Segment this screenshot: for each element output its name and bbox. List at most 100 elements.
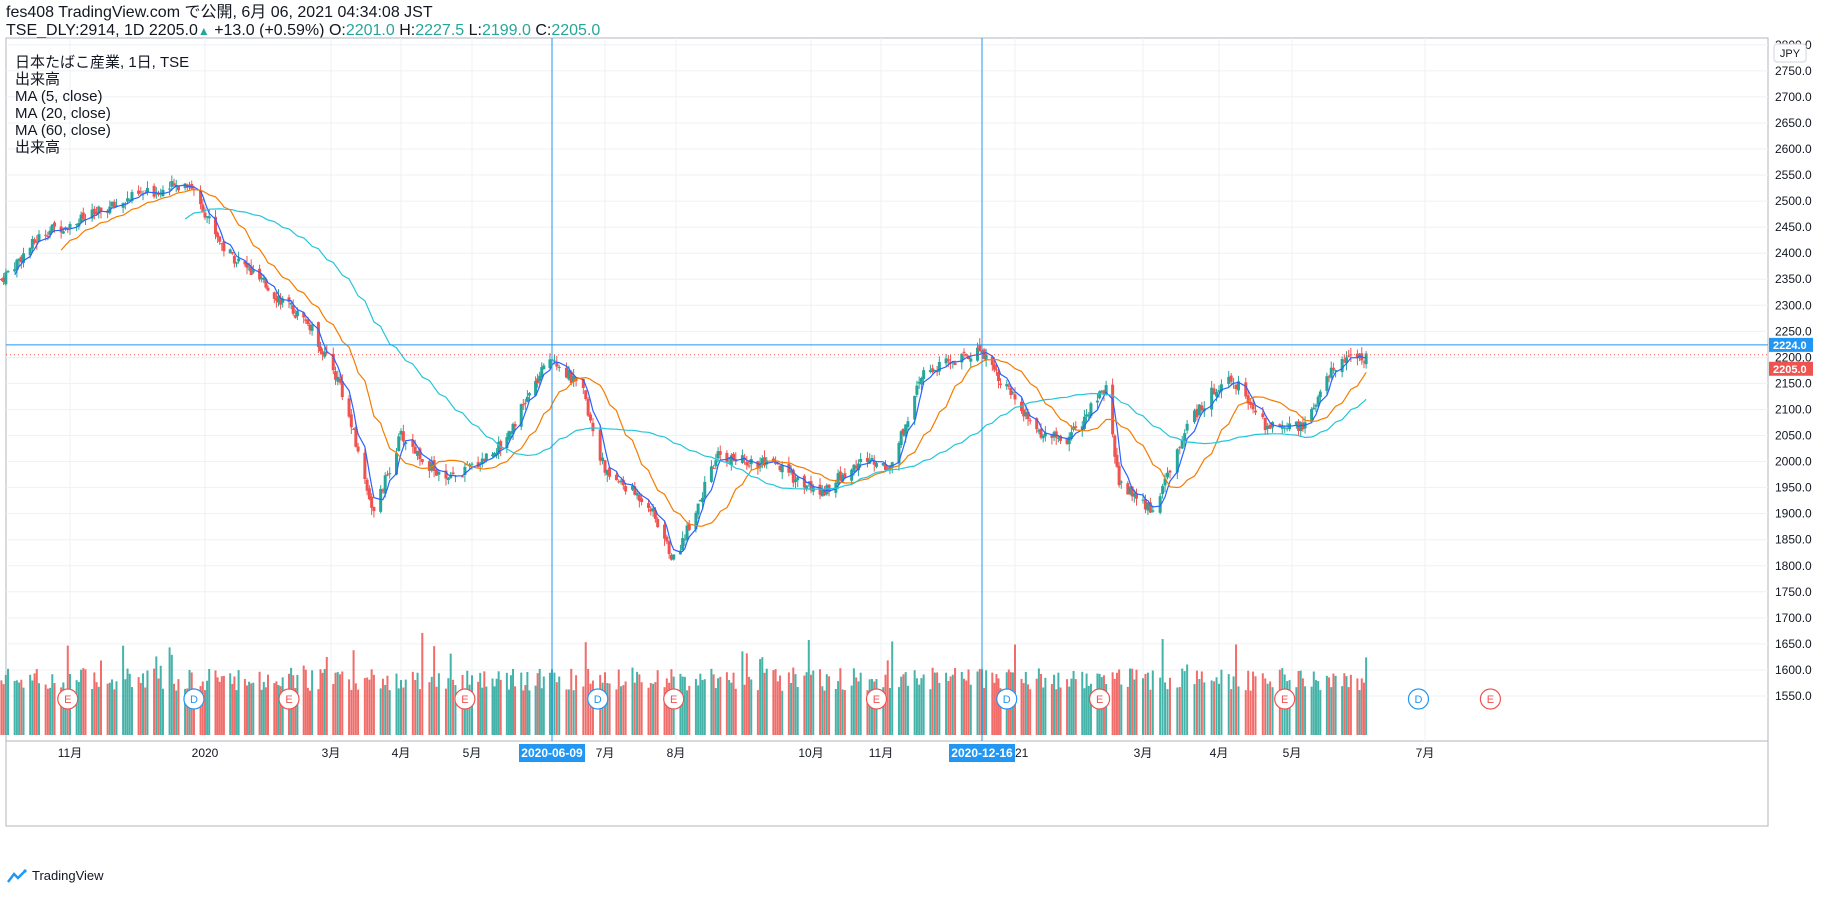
y-tick-label: 2750.0 — [1775, 64, 1812, 78]
candle-body — [1056, 437, 1060, 439]
currency-badge[interactable]: JPY — [1773, 43, 1807, 63]
earnings-marker[interactable]: E — [57, 688, 79, 710]
volume-bar — [395, 673, 398, 735]
earnings-marker[interactable]: E — [1089, 688, 1111, 710]
candle-body — [130, 192, 134, 202]
candle-body — [572, 375, 576, 382]
legend-symbol[interactable]: 日本たばこ産業, 1日, TSE — [15, 54, 190, 71]
volume-bar — [608, 683, 611, 735]
candle-body — [1234, 384, 1238, 390]
volume-bar — [1168, 677, 1171, 735]
volume-bar — [1203, 682, 1206, 735]
volume-bar — [852, 668, 855, 735]
candle-body — [1314, 404, 1318, 407]
earnings-marker[interactable]: E — [454, 688, 476, 710]
volume-bar — [763, 672, 766, 735]
legend-ma20[interactable]: MA (20, close) — [15, 105, 111, 122]
candle-body — [999, 383, 1003, 385]
candle-body — [584, 390, 588, 400]
svg-text:E: E — [461, 694, 468, 706]
earnings-marker[interactable]: E — [663, 688, 685, 710]
candle-body — [112, 201, 116, 208]
svg-text:E: E — [64, 694, 71, 706]
volume-bar — [787, 672, 790, 735]
volume-bar — [1083, 688, 1086, 735]
candle-body — [44, 234, 48, 236]
earnings-marker[interactable]: E — [1479, 688, 1502, 710]
volume-bar — [1218, 683, 1220, 735]
volume-bar — [938, 682, 941, 735]
candle-body — [446, 477, 450, 481]
candle-body — [854, 465, 858, 469]
candle-body — [555, 362, 559, 367]
candle-body — [951, 362, 955, 364]
volume-bar — [772, 670, 775, 735]
candle-body — [789, 470, 793, 473]
candle-body — [340, 381, 344, 398]
volume-bar — [430, 676, 433, 735]
y-tick-label: 2500.0 — [1775, 194, 1812, 208]
candle-body — [685, 525, 689, 540]
earnings-marker[interactable]: E — [278, 688, 300, 710]
volume-bar — [1325, 675, 1328, 735]
volume-bar — [1317, 681, 1320, 735]
volume-bar — [819, 669, 822, 735]
legend-volume[interactable]: 出来高 — [15, 71, 61, 88]
volume-bar — [997, 678, 1000, 735]
volume-bar — [701, 680, 704, 735]
volume-bar — [1244, 690, 1247, 735]
candle-body — [1342, 360, 1346, 362]
earnings-marker[interactable]: E — [1274, 688, 1296, 710]
candle-body — [385, 474, 389, 476]
volume-bar — [756, 690, 759, 735]
candle-body — [651, 508, 655, 512]
volume-bar — [567, 689, 570, 735]
candle-body — [1280, 425, 1284, 429]
legend-ma60[interactable]: MA (60, close) — [15, 122, 111, 139]
candle-body — [484, 453, 488, 461]
candle-body — [1100, 390, 1104, 392]
tradingview-logo[interactable]: TradingView — [6, 868, 104, 883]
dividend-marker[interactable]: D — [587, 688, 609, 710]
volume-bar — [514, 686, 517, 735]
candle-body — [95, 212, 99, 215]
candle-body — [1364, 353, 1368, 365]
volume-bar — [201, 681, 204, 735]
dividend-marker[interactable]: D — [1407, 688, 1430, 710]
legend-volume-2[interactable]: 出来高 — [15, 139, 61, 156]
volume-bar — [965, 680, 968, 735]
dividend-marker[interactable]: D — [183, 688, 205, 710]
candle-body — [1325, 376, 1329, 391]
legend-ma5[interactable]: MA (5, close) — [15, 88, 103, 105]
chart-header: fes408 TradingView.com で公開, 6月 06, 2021 … — [6, 4, 600, 40]
x-tick-label: 5月 — [1283, 746, 1302, 760]
x-tick-label: 4月 — [392, 746, 411, 760]
volume-bar — [712, 674, 715, 735]
volume-bar — [1261, 673, 1264, 735]
dividend-marker[interactable]: D — [996, 688, 1018, 710]
candle-body — [569, 371, 573, 384]
candle-body — [1041, 435, 1045, 439]
volume-bar — [985, 670, 988, 735]
volume-bar — [370, 669, 373, 735]
candle-body — [653, 510, 657, 519]
earnings-marker[interactable]: E — [865, 688, 888, 710]
volume-bar — [250, 683, 253, 735]
high-value: 2227.5 — [415, 22, 465, 39]
candle-body — [293, 315, 297, 318]
candle-body — [656, 519, 660, 528]
candle-body — [978, 345, 982, 352]
volume-bar — [1115, 672, 1118, 735]
volume-bar — [1128, 668, 1131, 735]
volume-bar — [142, 673, 145, 735]
volume-bar — [882, 687, 885, 735]
candle-body — [1095, 400, 1099, 403]
volume-bar — [29, 674, 32, 735]
candle-body — [667, 541, 671, 554]
candle-body — [836, 473, 840, 484]
candle-body — [672, 554, 676, 560]
candle-body — [310, 324, 314, 331]
last-price-tag: 2205.0 — [1769, 361, 1813, 376]
